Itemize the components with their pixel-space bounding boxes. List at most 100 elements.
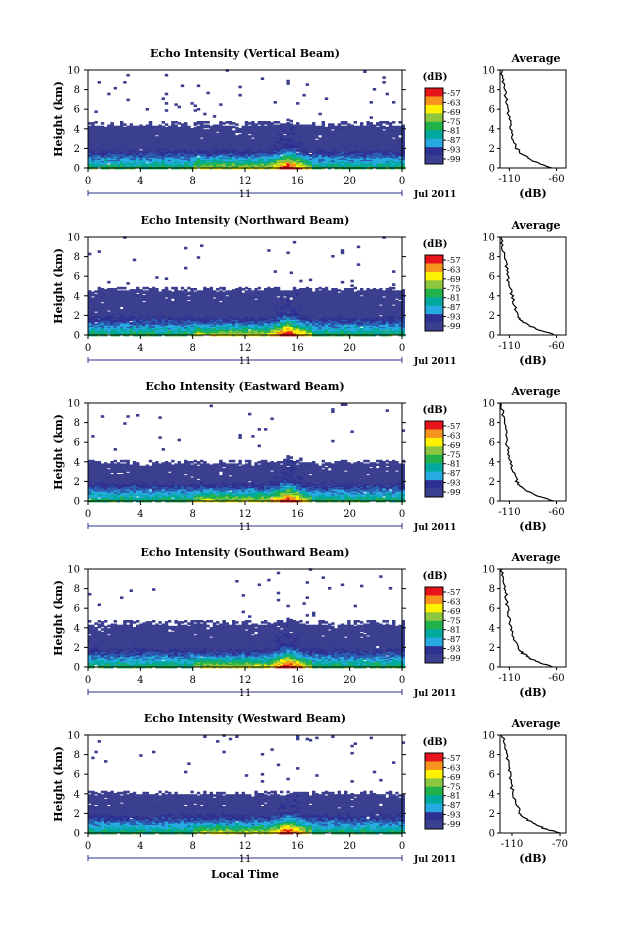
panel-2: Echo Intensity (Eastward Beam)0246810Hei… <box>52 380 567 533</box>
x-tick-label: 8 <box>189 675 195 686</box>
colorbar-frame <box>424 752 444 830</box>
avg-y-tick-label: 4 <box>489 789 495 800</box>
colorbar-tick-label: -87 <box>447 635 461 645</box>
x-tick-label: 0 <box>85 509 91 520</box>
y-tick-label: 8 <box>74 252 80 263</box>
colorbar-tick-label: -99 <box>447 820 461 830</box>
avg-x-tick-label: -60 <box>549 174 565 185</box>
panel-4: Echo Intensity (Westward Beam)0246810Hei… <box>52 712 568 865</box>
colorbar-frame <box>424 254 444 332</box>
colorbar-tick-label: -87 <box>447 136 461 146</box>
colorbar-tick-label: -57 <box>447 588 461 598</box>
y-tick-label: 0 <box>74 331 80 342</box>
y-tick-label: 2 <box>74 809 80 820</box>
colorbar-tick-label: -99 <box>447 155 461 165</box>
date-month-label: Jul 2011 <box>413 190 456 200</box>
avg-x-tick-label: -110 <box>498 673 520 684</box>
avg-x-tick-label: -60 <box>549 341 565 352</box>
y-tick-label: 10 <box>67 399 80 410</box>
colorbar-segment <box>425 761 443 771</box>
colorbar-tick-label: -99 <box>447 654 461 664</box>
y-tick-label: 4 <box>74 789 80 800</box>
colorbar-unit-label: (dB) <box>423 405 448 416</box>
y-tick-label: 6 <box>74 770 80 781</box>
average-x-label: (dB) <box>519 686 546 699</box>
date-month-label: Jul 2011 <box>413 523 456 533</box>
average-profile: Average 0 2 4 6 8 10 -110 -60(dB) <box>482 385 567 533</box>
colorbar-unit-label: (dB) <box>423 737 448 748</box>
colorbar-tick-label: -63 <box>447 431 461 441</box>
y-tick-label: 2 <box>74 311 80 322</box>
x-tick-label: 20 <box>343 343 356 354</box>
avg-y-tick-label: 8 <box>489 750 495 761</box>
colorbar-unit-label: (dB) <box>423 72 448 83</box>
colorbar-segment <box>425 454 443 464</box>
colorbar-tick-label: -63 <box>447 98 461 108</box>
colorbar-tick-label: -57 <box>447 89 461 99</box>
y-tick-label: 4 <box>74 457 80 468</box>
average-frame <box>499 568 567 668</box>
x-tick-label: 0 <box>399 343 405 354</box>
heatmap-cells <box>88 568 405 669</box>
colorbar-tick-label: -69 <box>447 441 461 451</box>
colorbar-segment <box>425 255 443 264</box>
colorbar: -57-63-69-75-81-87-93-99 <box>424 87 461 165</box>
y-tick-label: 0 <box>74 497 80 508</box>
y-axis-label: Height (km) <box>52 248 65 324</box>
colorbar: -57-63-69-75-81-87-93-99 <box>424 586 461 664</box>
heatmap-cells <box>88 734 405 835</box>
average-x-label: (dB) <box>519 187 546 200</box>
colorbar-unit-label: (dB) <box>423 239 448 250</box>
colorbar-segment <box>425 155 443 165</box>
colorbar-segment <box>425 471 443 481</box>
avg-x-tick-label: -110 <box>498 174 520 185</box>
heatmap-cells <box>88 236 405 337</box>
avg-y-tick-label: 4 <box>489 124 495 135</box>
x-tick-label: 4 <box>137 675 143 686</box>
colorbar-segment <box>425 121 443 131</box>
colorbar-segment <box>425 88 443 97</box>
y-tick-label: 2 <box>74 477 80 488</box>
avg-y-tick-label: 10 <box>482 233 495 244</box>
x-tick-label: 0 <box>399 675 405 686</box>
avg-y-tick-label: 0 <box>489 663 495 674</box>
x-tick-label: 0 <box>85 841 91 852</box>
avg-x-tick-label: -60 <box>549 673 565 684</box>
x-tick-label: 0 <box>399 841 405 852</box>
y-tick-label: 8 <box>74 85 80 96</box>
colorbar-segment <box>425 488 443 498</box>
panel-title: Echo Intensity (Westward Beam) <box>144 712 346 725</box>
average-frame <box>499 236 567 336</box>
x-axis-title: Local Time <box>211 868 279 881</box>
x-tick-label: 8 <box>189 509 195 520</box>
x-tick-label: 8 <box>189 841 195 852</box>
colorbar-unit-label: (dB) <box>423 571 448 582</box>
average-frame <box>499 402 567 502</box>
colorbar-tick-label: -57 <box>447 754 461 764</box>
avg-y-tick-label: 6 <box>489 105 495 116</box>
avg-y-tick-label: 4 <box>489 623 495 634</box>
colorbar-segment <box>425 322 443 332</box>
date-month-label: Jul 2011 <box>413 689 456 699</box>
avg-y-tick-label: 4 <box>489 291 495 302</box>
avg-y-tick-label: 2 <box>489 144 495 155</box>
average-title: Average <box>510 52 560 65</box>
date-day-label: 11 <box>239 356 252 367</box>
y-tick-label: 0 <box>74 164 80 175</box>
date-day-label: 11 <box>239 189 252 200</box>
x-tick-label: 0 <box>85 675 91 686</box>
date-day-label: 11 <box>239 688 252 699</box>
colorbar-tick-label: -69 <box>447 607 461 617</box>
x-tick-label: 16 <box>291 675 304 686</box>
average-profile: Average 0 2 4 6 8 10 -110 -60(dB) <box>482 52 567 200</box>
y-tick-label: 8 <box>74 750 80 761</box>
colorbar-tick-label: -81 <box>447 460 461 470</box>
colorbar-tick-label: -99 <box>447 322 461 332</box>
y-tick-label: 10 <box>67 233 80 244</box>
average-x-label: (dB) <box>519 354 546 367</box>
date-month-label: Jul 2011 <box>413 855 456 865</box>
y-tick-label: 6 <box>74 105 80 116</box>
colorbar-tick-label: -75 <box>447 284 461 294</box>
avg-y-tick-label: 6 <box>489 604 495 615</box>
